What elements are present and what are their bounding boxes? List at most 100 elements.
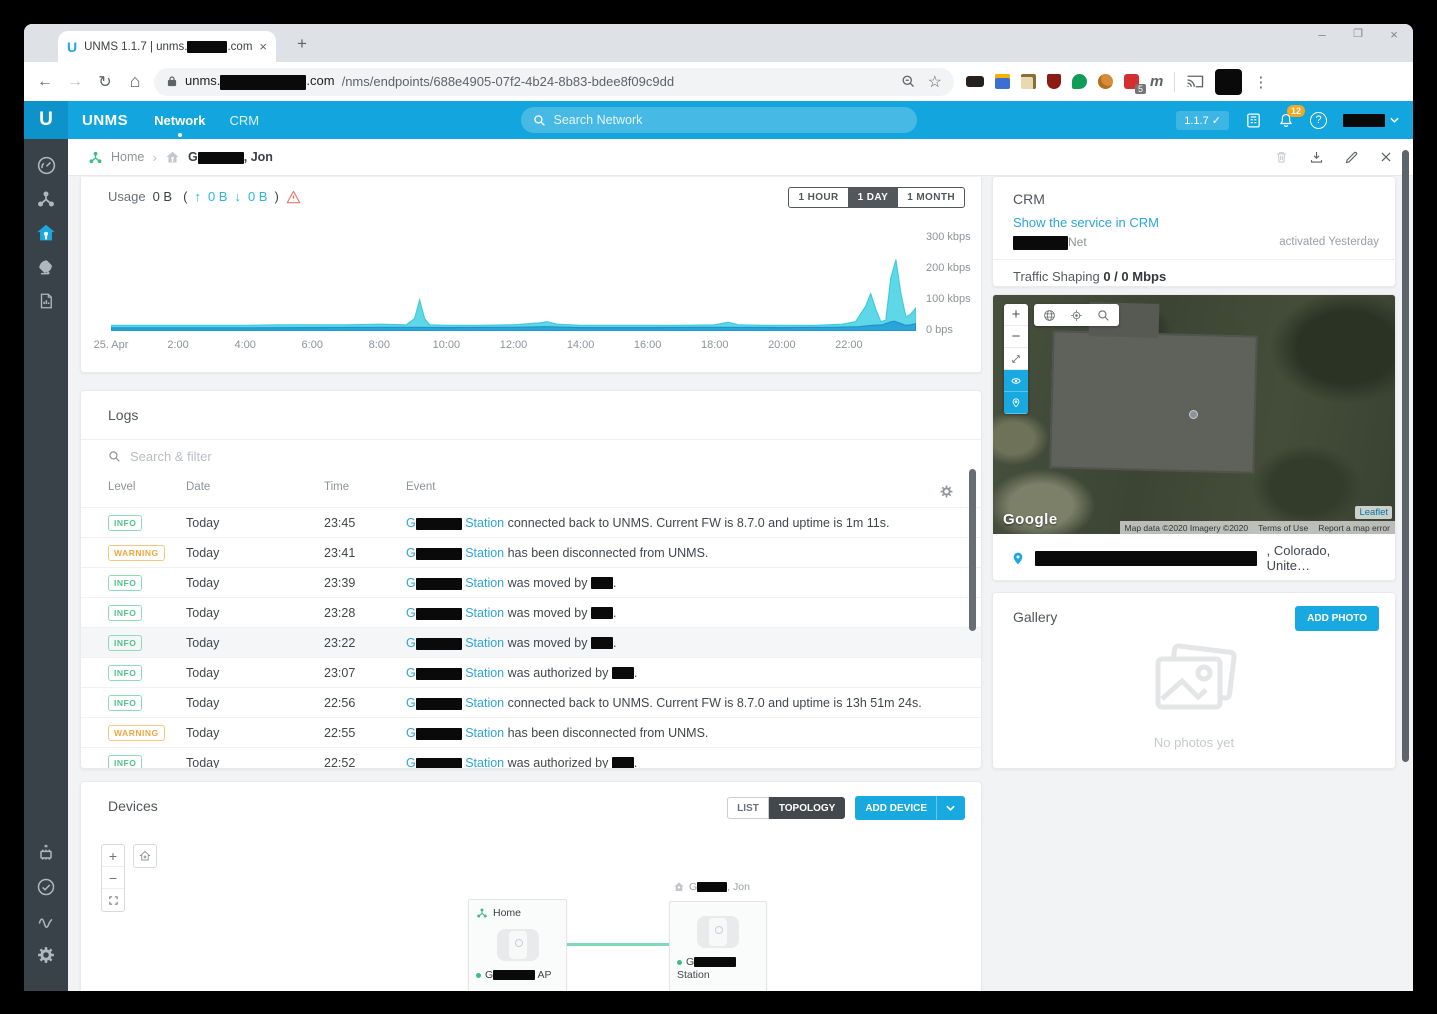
new-tab-button[interactable]: + (297, 34, 307, 53)
cast-icon[interactable] (1186, 74, 1204, 89)
extension-chat-icon[interactable] (1072, 74, 1087, 89)
close-icon[interactable] (1379, 150, 1393, 164)
sidebar-item-firmware[interactable] (34, 841, 58, 865)
table-row[interactable]: INFO Today 23:07 G Station was authorized b… (81, 657, 981, 687)
billing-icon[interactable] (1245, 112, 1262, 129)
map-terms-link[interactable]: Terms of Use (1258, 522, 1309, 533)
extension-red-icon[interactable]: 5 (1124, 74, 1146, 94)
topology-site-button[interactable] (133, 844, 157, 868)
user-menu[interactable] (1343, 113, 1399, 127)
breadcrumb-home[interactable]: Home (111, 150, 145, 164)
download-icon[interactable] (1309, 149, 1324, 165)
leaflet-attribution[interactable]: Leaflet (1355, 506, 1392, 519)
notifications-button[interactable]: 12 (1278, 104, 1306, 129)
extension-blue-icon[interactable] (995, 74, 1010, 89)
map-zoom-in-button[interactable]: + (1004, 304, 1028, 326)
logs-search-input[interactable] (130, 449, 808, 464)
list-view-button[interactable]: LIST (727, 797, 769, 819)
sidebar-item-settings[interactable] (34, 943, 58, 967)
map-layer-satellite-button[interactable] (1004, 370, 1028, 392)
global-search[interactable] (520, 107, 917, 133)
back-button[interactable]: ← (37, 72, 53, 90)
table-row[interactable]: INFO Today 22:56 G Station connected back t… (81, 687, 981, 717)
browser-menu-icon[interactable]: ⋮ (1253, 73, 1269, 91)
table-row[interactable]: INFO Today 23:22 G Station was moved by . (81, 627, 981, 657)
home-button[interactable]: ⌂ (129, 71, 141, 91)
search-icon[interactable] (1097, 309, 1110, 322)
sidebar-item-devices[interactable] (34, 255, 58, 279)
warning-triangle-icon[interactable] (286, 190, 301, 204)
range-1-day-button[interactable]: 1 DAY (848, 187, 899, 208)
device-link[interactable]: G Station (406, 726, 505, 740)
sidebar-item-activity[interactable] (34, 909, 58, 933)
table-row[interactable]: WARNING Today 22:55 G Station has been disc… (81, 717, 981, 747)
url-field[interactable]: unms. .com/nms/endpoints/688e4905-07f2-4b… (154, 67, 954, 96)
version-badge[interactable]: 1.1.7 ✓ (1176, 110, 1229, 130)
delete-icon[interactable] (1274, 149, 1289, 165)
sidebar-item-endpoints[interactable] (34, 221, 58, 245)
zoom-out-page-icon[interactable] (901, 74, 916, 89)
table-row[interactable]: INFO Today 22:52 G Station was authorized b… (81, 747, 981, 769)
help-icon[interactable]: ? (1310, 111, 1327, 129)
device-link[interactable]: G Station (406, 756, 505, 769)
nav-tab-crm[interactable]: CRM (229, 112, 260, 128)
sidebar-item-sites[interactable] (34, 187, 58, 211)
columns-settings-icon[interactable] (939, 484, 954, 499)
table-row[interactable]: INFO Today 23:45 G Station connected back t… (81, 507, 981, 537)
crm-service-link[interactable]: Show the service in CRM (1013, 215, 1159, 230)
sidebar-item-dashboard[interactable] (34, 153, 58, 177)
zoom-out-button[interactable]: − (102, 867, 124, 889)
node-endpoint-tag: G, Jon (673, 881, 750, 893)
zoom-fit-button[interactable] (102, 889, 124, 911)
add-photo-button[interactable]: ADD PHOTO (1295, 606, 1379, 631)
usage-chart[interactable] (111, 207, 916, 331)
profile-avatar[interactable] (1215, 68, 1243, 95)
range-1-month-button[interactable]: 1 MONTH (898, 187, 965, 208)
add-device-button[interactable]: ADD DEVICE (855, 796, 965, 820)
window-maximize-button[interactable]: ❐ (1353, 28, 1363, 40)
sidebar-item-reports[interactable] (34, 289, 58, 313)
table-row[interactable]: WARNING Today 23:41 G Station has been disc… (81, 537, 981, 567)
forward-button[interactable]: → (67, 72, 83, 90)
search-input[interactable] (553, 113, 905, 127)
map-pin-button[interactable] (1004, 392, 1028, 414)
extension-glasses-icon[interactable] (966, 76, 984, 87)
reload-button[interactable]: ↻ (98, 73, 112, 91)
range-1-hour-button[interactable]: 1 HOUR (788, 187, 849, 208)
map-report-link[interactable]: Report a map error (1318, 522, 1390, 533)
zoom-in-button[interactable]: + (102, 845, 124, 867)
device-link[interactable]: G Station (406, 606, 505, 620)
device-link[interactable]: G Station (406, 636, 505, 650)
window-minimize-button[interactable]: – (1318, 27, 1326, 42)
nav-tab-network[interactable]: Network (154, 112, 206, 128)
browser-tab[interactable]: U UNMS 1.1.7 | unms. .com × (58, 31, 276, 62)
extension-notes-icon[interactable] (1021, 74, 1036, 89)
device-node-station[interactable]: G Station (669, 901, 767, 991)
device-link[interactable]: G Station (406, 516, 505, 530)
device-link[interactable]: G Station (406, 696, 505, 710)
bookmark-star-icon[interactable]: ☆ (927, 73, 942, 91)
extension-ublock-icon[interactable] (1047, 74, 1061, 89)
topology-view-button[interactable]: TOPOLOGY (768, 797, 846, 819)
globe-icon[interactable] (1043, 309, 1056, 322)
tab-close-icon[interactable]: × (259, 39, 267, 54)
device-node-ap[interactable]: Home G AP (468, 899, 567, 991)
satellite-map[interactable]: + − Google Leaflet Map data ©2020 Imager… (993, 295, 1395, 534)
unms-logo[interactable]: U (24, 101, 68, 139)
locate-icon[interactable] (1070, 309, 1083, 322)
map-zoom-out-button[interactable]: − (1004, 326, 1028, 348)
sidebar-item-tasks[interactable] (34, 875, 58, 899)
edit-pencil-icon[interactable] (1344, 150, 1359, 165)
table-row[interactable]: INFO Today 23:28 G Station was moved by . (81, 597, 981, 627)
device-link[interactable]: G Station (406, 546, 505, 560)
device-link[interactable]: G Station (406, 576, 505, 590)
table-row[interactable]: INFO Today 23:39 G Station was moved by . (81, 567, 981, 597)
logs-scrollbar[interactable] (969, 469, 976, 631)
device-link[interactable]: G Station (406, 666, 505, 680)
window-close-button[interactable]: × (1390, 27, 1398, 42)
map-expand-button[interactable] (1004, 348, 1028, 370)
logs-search[interactable] (108, 449, 808, 464)
extension-m-icon[interactable]: m (1150, 73, 1164, 90)
extension-cookie-icon[interactable] (1098, 74, 1113, 89)
page-scrollbar[interactable] (1402, 150, 1409, 762)
